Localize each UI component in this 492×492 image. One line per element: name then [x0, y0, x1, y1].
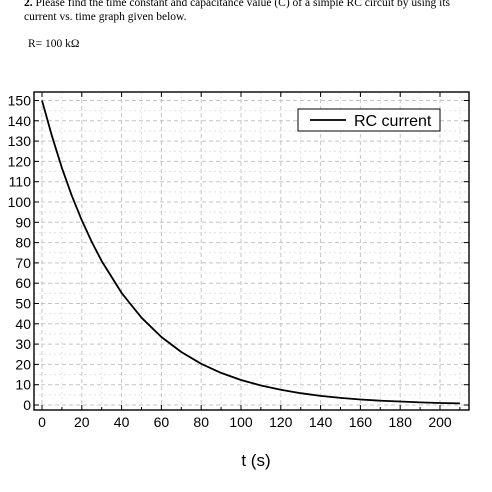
legend-box	[297, 108, 441, 132]
legend-label: RC current	[354, 113, 432, 130]
x-axis-label: t (s)	[241, 451, 270, 470]
question-number: 2.	[24, 0, 33, 9]
y-tick-label: 50	[15, 296, 31, 312]
y-tick-label: 120	[8, 153, 32, 169]
legend: RC current	[297, 108, 441, 132]
x-tick-label: 180	[389, 414, 413, 430]
x-tick-label: 40	[114, 414, 130, 430]
y-tick-label: 60	[15, 275, 31, 291]
question-text: 2. Please find the time constant and cap…	[24, 0, 464, 24]
y-tick-label: 20	[15, 356, 31, 372]
axes: 0 20 40 60 80 100 120 140 160 180 200 0 10 20 30 40 50 60…	[8, 91, 470, 430]
x-tick-label: 160	[349, 414, 373, 430]
series-layer	[41, 100, 460, 405]
x-tick-label: 60	[154, 414, 170, 430]
series-line-rc-current	[41, 100, 460, 405]
y-tick-label: 70	[15, 255, 31, 271]
y-tick-label: 130	[8, 133, 32, 149]
plot-frame	[33, 91, 470, 411]
x-tick-label: 80	[193, 414, 209, 430]
y-tick-label: 110	[9, 174, 32, 190]
given-resistance: R= 100 kΩ	[28, 38, 80, 50]
x-tick-label: 140	[309, 414, 333, 430]
x-tick-label: 200	[428, 414, 452, 430]
y-tick-label: 10	[15, 377, 31, 393]
y-tick-label: 90	[15, 214, 31, 230]
y-tick-label: 150	[8, 93, 32, 109]
y-tick-label: 40	[15, 316, 31, 332]
y-tick-label: 140	[8, 113, 32, 129]
x-tick-label: 120	[269, 414, 293, 430]
y-tick-label: 80	[15, 235, 31, 251]
y-tick-label: 100	[8, 194, 32, 210]
y-tick-label: 0	[23, 397, 31, 413]
y-tick-label: 30	[15, 336, 31, 352]
x-tick-label: 0	[38, 414, 46, 430]
x-tick-label: 20	[74, 414, 90, 430]
x-tick-label: 100	[229, 414, 253, 430]
grid-lines	[34, 92, 469, 410]
question-body: Please find the time constant and capaci…	[24, 0, 451, 23]
